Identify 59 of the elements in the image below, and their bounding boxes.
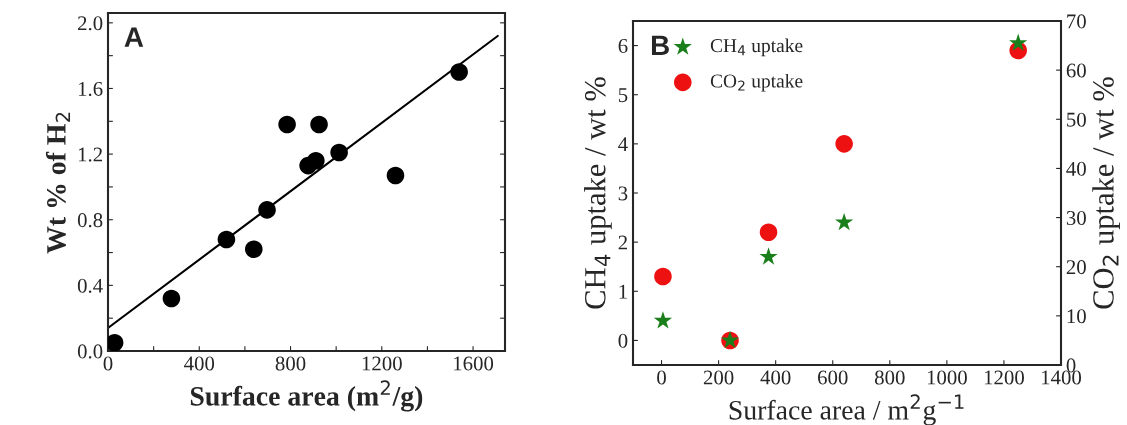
y-tick-label: 1.2 [78, 147, 102, 162]
x-tick-label: 800 [275, 356, 306, 371]
y2-tick-label: 10 [1067, 309, 1086, 324]
point [108, 334, 124, 351]
y2-tick-label: 40 [1066, 161, 1086, 176]
point [307, 151, 325, 170]
point [653, 311, 673, 329]
point [245, 240, 263, 259]
y-tick-label: 0.4 [77, 278, 103, 293]
y-tick-label: 1 [619, 284, 627, 299]
x-tick-label: 1600 [454, 356, 494, 371]
y-tick-label: 0.0 [77, 344, 103, 359]
y2-tick-label: 20 [1066, 260, 1086, 275]
point [654, 267, 672, 286]
x-tick-label: 400 [184, 356, 215, 371]
y-tick-label: 3 [618, 186, 628, 201]
point [386, 166, 405, 185]
point [450, 63, 468, 81]
x-tick-label: 600 [818, 370, 848, 385]
legend-label: CH$_{4}$ uptake [710, 38, 803, 57]
point [310, 115, 328, 134]
point [278, 115, 296, 134]
y-axis-title: CH$_{4}$ uptake / wt % [584, 77, 612, 309]
x-tick-label: 1200 [362, 356, 402, 371]
legend-label: CO$_{2}$ uptake [710, 73, 803, 92]
y-tick-label: 5 [618, 88, 628, 103]
y-tick-label: 0 [618, 333, 628, 348]
y-axis-title: Wt % of H$_{2}$ [45, 112, 71, 254]
point [162, 289, 181, 308]
point [330, 143, 348, 162]
point [1009, 33, 1028, 51]
point [258, 201, 276, 219]
x-tick-label: 800 [874, 370, 905, 385]
point [759, 223, 778, 242]
x-axis-title: Surface area / m$^{2}$g$^{−1}$ [729, 394, 964, 425]
point [835, 212, 854, 231]
point [217, 230, 236, 249]
x-tick-label: 1000 [927, 370, 967, 385]
y-tick-label: 0.8 [77, 213, 103, 228]
y2-tick-label: 50 [1067, 112, 1086, 127]
y-tick-label: 2.0 [78, 16, 103, 31]
x-tick-label: 400 [760, 370, 791, 385]
y-tick-label: 1.6 [78, 81, 103, 96]
x-tick-label: 0 [103, 356, 113, 371]
x-axis-title: Surface area (m$^{2}$/g) [190, 380, 423, 412]
y2-axis-title: CO$_{2}$ uptake / wt % [1092, 77, 1120, 309]
annotation: A [124, 27, 144, 47]
annotation: B [651, 35, 669, 55]
y-tick-label: 6 [618, 39, 628, 53]
y2-tick-label: 70 [1067, 14, 1086, 29]
x-tick-label: 0 [657, 370, 666, 385]
y-tick-label: 2 [618, 235, 627, 250]
point [835, 135, 853, 153]
x-tick-label: 1200 [984, 370, 1024, 385]
x-tick-label: 200 [703, 370, 734, 385]
y2-tick-label: 60 [1066, 63, 1086, 78]
point [759, 247, 778, 265]
y2-tick-label: 30 [1066, 210, 1086, 225]
y-tick-label: 4 [618, 137, 628, 152]
